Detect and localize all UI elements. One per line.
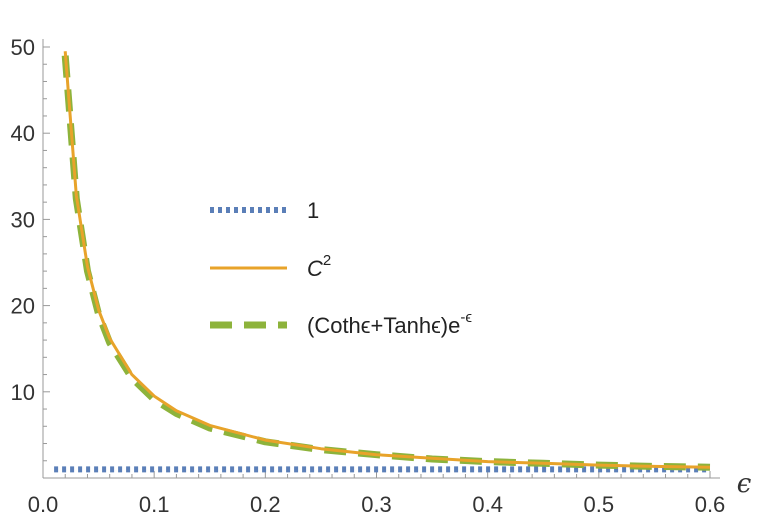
y-tick-label: 50 — [11, 35, 35, 60]
series-line-2 — [61, 55, 711, 471]
axes: 0.0 0.1 0.2 0.3 0.4 0.5 0.6 10 20 30 40 50 ϵ — [11, 35, 752, 517]
y-tick-label: 40 — [11, 121, 35, 146]
y-tick-label: 30 — [11, 207, 35, 232]
x-tick-label: 0.6 — [695, 492, 726, 517]
legend-label-0: 1 — [307, 198, 319, 223]
legend-label-2: (Cothϵ+Tanhϵ)e-ϵ — [307, 309, 472, 338]
x-tick-label: 0.0 — [28, 492, 59, 517]
series-line-1 — [63, 51, 711, 469]
x-tick-label: 0.2 — [250, 492, 281, 517]
x-tick-label: 0.3 — [361, 492, 392, 517]
x-axis-title: ϵ — [737, 469, 752, 499]
legend-label-1: C2 — [307, 252, 331, 281]
x-tick-label: 0.5 — [584, 492, 615, 517]
x-tick-label: 0.4 — [472, 492, 503, 517]
x-tick-label: 0.1 — [139, 492, 170, 517]
legend: 1 C2 (Cothϵ+Tanhϵ)e-ϵ — [210, 198, 472, 338]
y-tick-label: 10 — [11, 380, 35, 405]
series-layer — [54, 51, 711, 473]
y-tick-label: 20 — [11, 294, 35, 319]
